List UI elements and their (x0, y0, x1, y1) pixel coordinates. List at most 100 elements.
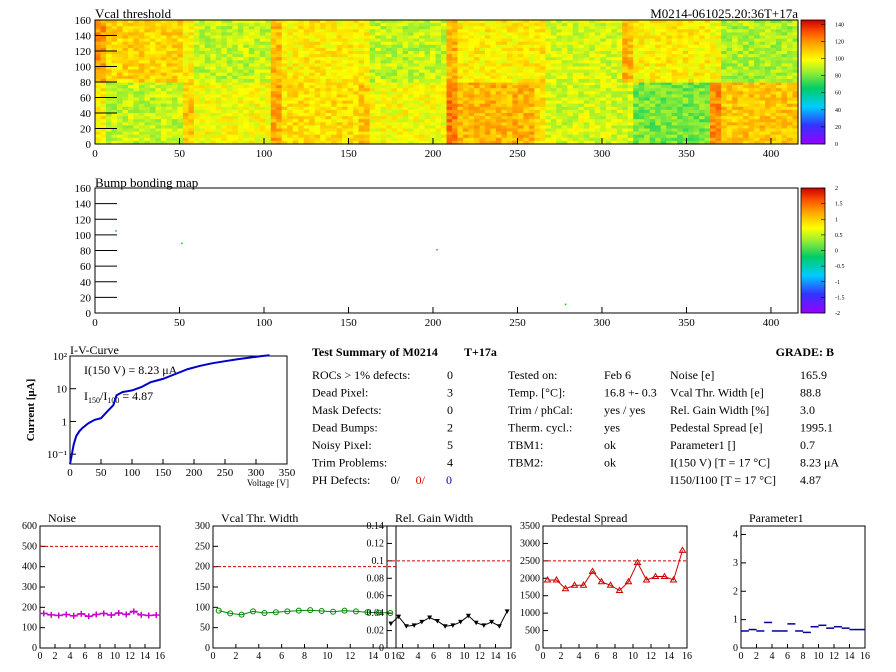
heatmap-cell (435, 38, 442, 43)
heatmap-cell (495, 113, 502, 117)
heatmap-cell (391, 60, 398, 64)
heatmap-cell (594, 88, 601, 92)
heatmap-cell (787, 106, 794, 111)
heatmap-cell (627, 20, 634, 24)
heatmap-cell (441, 51, 448, 55)
heatmap-cell (660, 116, 667, 120)
heatmap-cell (336, 41, 343, 46)
heatmap-cell (737, 103, 744, 108)
heatmap-cell (188, 106, 195, 111)
heatmap-cell (193, 54, 200, 58)
heatmap-cell (550, 32, 557, 37)
heatmap-cell (430, 47, 437, 52)
heatmap-cell (479, 41, 486, 46)
heatmap-cell (583, 38, 590, 43)
heatmap-cell (347, 78, 354, 83)
heatmap-cell (166, 35, 173, 40)
heatmap-cell (336, 44, 343, 49)
heatmap-cell (726, 38, 733, 43)
heatmap-cell (737, 35, 744, 40)
heatmap-cell (138, 41, 145, 46)
heatmap-cell (353, 131, 360, 136)
heatmap-cell (309, 134, 316, 139)
heatmap-cell (633, 100, 640, 105)
heatmap-cell (633, 57, 640, 61)
heatmap-cell (627, 116, 634, 120)
heatmap-cell (688, 66, 695, 71)
heatmap-cell (644, 29, 651, 33)
heatmap-cell (484, 88, 491, 92)
heatmap-cell (303, 91, 310, 95)
heatmap-cell (325, 41, 332, 46)
heatmap-cell (358, 41, 365, 46)
heatmap-cell (441, 78, 448, 83)
heatmap-cell (699, 75, 706, 80)
heatmap-cell (292, 88, 299, 92)
heatmap-cell (666, 57, 673, 61)
heatmap-cell (232, 69, 239, 74)
heatmap-cell (781, 137, 788, 142)
heatmap-cell (474, 97, 481, 102)
heatmap-cell (111, 125, 118, 130)
heatmap-cell (424, 106, 431, 111)
heatmap-cell (182, 20, 189, 24)
heatmap-cell (391, 66, 398, 71)
heatmap-cell (638, 72, 645, 77)
heatmap-cell (545, 131, 552, 136)
heatmap-cell (276, 57, 283, 61)
heatmap-cell (106, 140, 113, 145)
heatmap-cell (402, 125, 409, 130)
heatmap-cell (677, 75, 684, 80)
heatmap-cell (452, 100, 459, 105)
heatmap-cell (545, 23, 552, 27)
heatmap-cell (704, 47, 711, 52)
heatmap-cell (594, 75, 601, 80)
heatmap-cell (567, 63, 574, 68)
heatmap-cell (254, 125, 261, 130)
heatmap-cell (325, 75, 332, 80)
heatmap-cell (353, 125, 360, 130)
heatmap-cell (704, 54, 711, 58)
heatmap-cell (380, 54, 387, 58)
heatmap-cell (649, 60, 656, 64)
heatmap-cell (446, 134, 453, 139)
heatmap-cell (616, 23, 623, 27)
heatmap-cell (397, 57, 404, 61)
heatmap-cell (331, 35, 338, 40)
heatmap-cell (397, 88, 404, 92)
heatmap-cell (243, 32, 250, 37)
heatmap-cell (122, 38, 129, 43)
heatmap-cell (572, 125, 579, 130)
heatmap-cell (463, 57, 470, 61)
heatmap-cell (649, 63, 656, 68)
heatmap-cell (490, 20, 497, 24)
heatmap-cell (600, 97, 607, 102)
heatmap-cell (759, 103, 766, 108)
heatmap-cell (743, 134, 750, 139)
heatmap-cell (325, 44, 332, 49)
heatmap-cell (292, 20, 299, 24)
heatmap-cell (457, 47, 464, 52)
heatmap-cell (413, 57, 420, 61)
heatmap-cell (715, 103, 722, 108)
heatmap-cell (386, 85, 393, 89)
heatmap-cell (534, 23, 541, 27)
heatmap-cell (232, 57, 239, 61)
heatmap-cell (358, 131, 365, 136)
heatmap-cell (792, 125, 799, 130)
heatmap-cell (759, 54, 766, 58)
heatmap-cell (688, 51, 695, 55)
heatmap-cell (748, 88, 755, 92)
heatmap-cell (660, 57, 667, 61)
heatmap-cell (254, 85, 261, 89)
heatmap-cell (737, 109, 744, 114)
heatmap-cell (111, 78, 118, 83)
heatmap-cell (171, 69, 178, 74)
heatmap-cell (336, 69, 343, 74)
heatmap-cell (133, 116, 140, 120)
heatmap-cell (160, 44, 167, 49)
heatmap-cell (457, 20, 464, 24)
heatmap-cell (171, 125, 178, 130)
heatmap-cell (149, 72, 156, 77)
heatmap-cell (309, 97, 316, 102)
